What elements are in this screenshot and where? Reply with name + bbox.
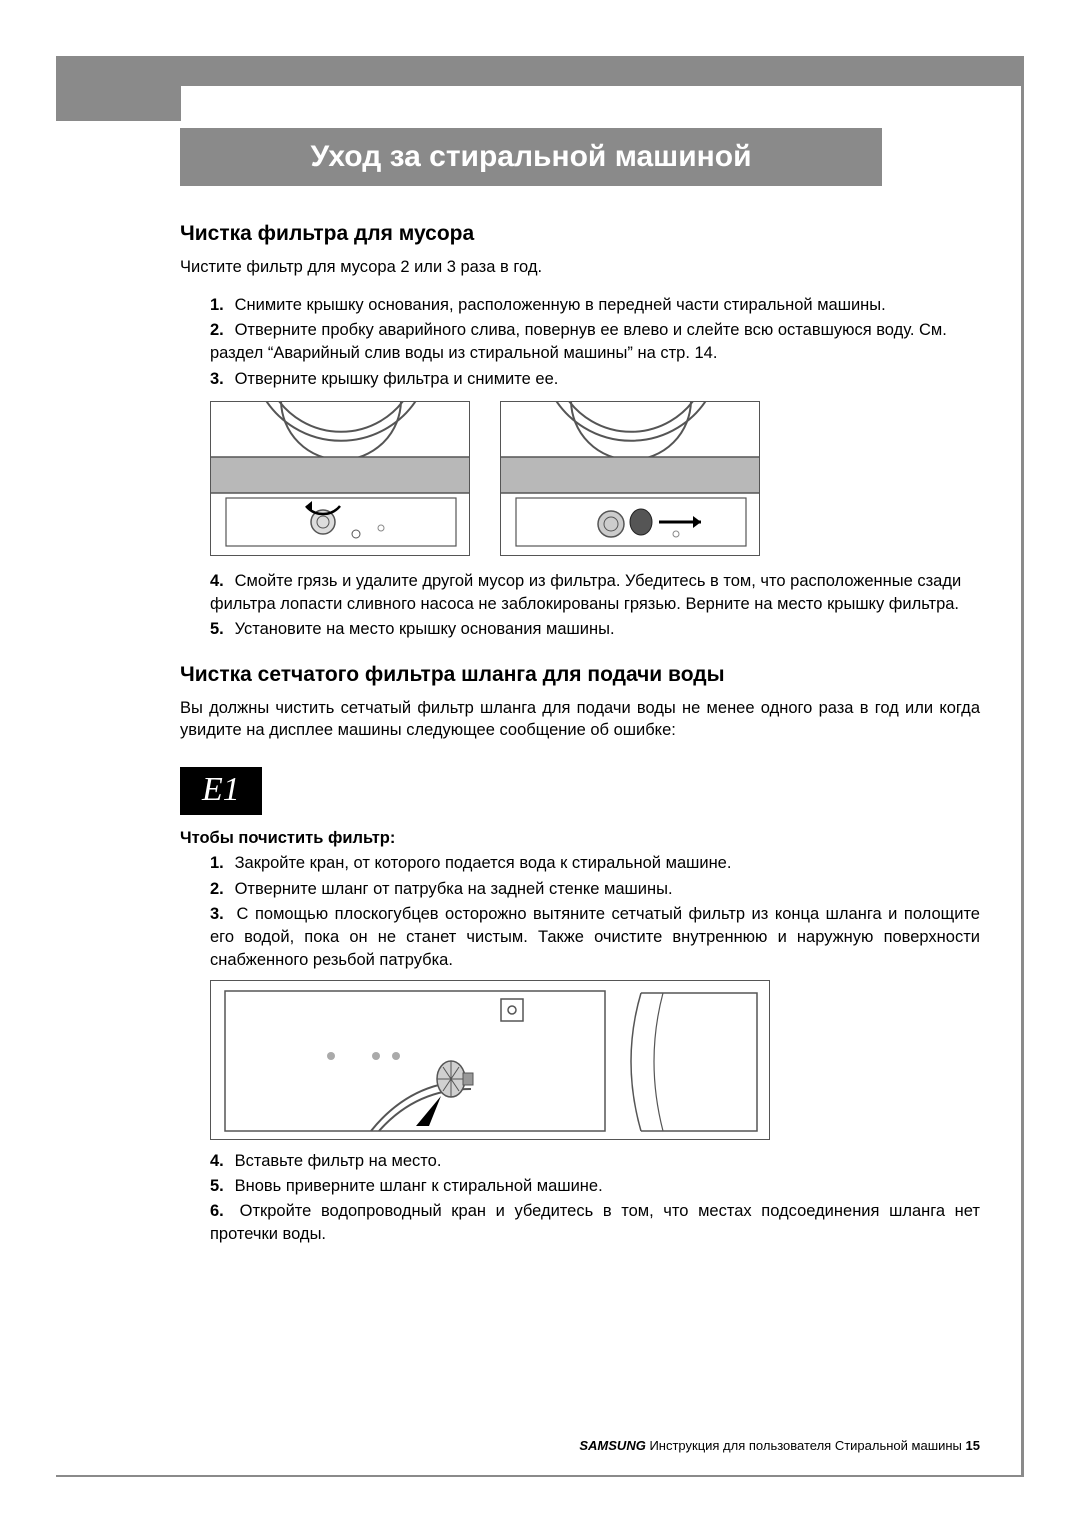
step-text: С помощью плоскогубцев осторожно вытянит… bbox=[210, 905, 980, 969]
footer-page-number: 15 bbox=[966, 1438, 980, 1453]
section2-steps: 1. Закройте кран, от которого подается в… bbox=[180, 852, 980, 971]
list-item: 5. Вновь приверните шланг к стиральной м… bbox=[210, 1175, 980, 1198]
list-item: 3. Отверните крышку фильтра и снимите ее… bbox=[210, 368, 980, 391]
step-text: Отверните шланг от патрубка на задней ст… bbox=[235, 880, 673, 898]
section1-steps-cont: 4. Смойте грязь и удалите другой мусор и… bbox=[180, 570, 980, 641]
section1-heading: Чистка фильтра для мусора bbox=[180, 222, 980, 246]
error-code-badge: E1 bbox=[180, 767, 262, 815]
section2-heading: Чистка сетчатого фильтра шланга для пода… bbox=[180, 663, 980, 687]
footer-brand: SAMSUNG bbox=[579, 1438, 645, 1453]
section2-intro: Вы должны чистить сетчатый фильтр шланга… bbox=[180, 697, 980, 742]
step-text: Снимите крышку основания, расположенную … bbox=[235, 296, 886, 314]
section2: Чистка сетчатого фильтра шланга для пода… bbox=[180, 663, 980, 1246]
list-item: 4. Вставьте фильтр на место. bbox=[210, 1150, 980, 1173]
list-item: 3. С помощью плоскогубцев осторожно вытя… bbox=[210, 903, 980, 972]
decor-top-stripe bbox=[180, 56, 1021, 86]
step-text: Смойте грязь и удалите другой мусор из ф… bbox=[210, 572, 961, 613]
list-item: 1. Закройте кран, от которого подается в… bbox=[210, 852, 980, 875]
list-item: 2. Отверните пробку аварийного слива, по… bbox=[210, 319, 980, 365]
page-footer: SAMSUNG Инструкция для пользователя Стир… bbox=[0, 1438, 980, 1453]
list-item: 4. Смойте грязь и удалите другой мусор и… bbox=[210, 570, 980, 616]
section1-figures bbox=[210, 401, 980, 556]
step-text: Установите на место крышку основания маш… bbox=[235, 620, 615, 638]
list-item: 6. Откройте водопроводный кран и убедите… bbox=[210, 1200, 980, 1246]
figure-filter-remove bbox=[500, 401, 760, 556]
error-code-text: E1 bbox=[202, 771, 240, 808]
section1-intro: Чистите фильтр для мусора 2 или 3 раза в… bbox=[180, 256, 980, 278]
content-area: Чистка фильтра для мусора Чистите фильтр… bbox=[180, 222, 980, 1248]
step-text: Откройте водопроводный кран и убедитесь … bbox=[210, 1202, 980, 1243]
list-item: 1. Снимите крышку основания, расположенн… bbox=[210, 294, 980, 317]
list-item: 5. Установите на место крышку основания … bbox=[210, 618, 980, 641]
figure-rear-inlet bbox=[210, 980, 770, 1140]
figure-filter-unscrew bbox=[210, 401, 470, 556]
step-text: Вставьте фильтр на место. bbox=[235, 1152, 442, 1170]
list-item: 2. Отверните шланг от патрубка на задней… bbox=[210, 878, 980, 901]
step-text: Закройте кран, от которого подается вода… bbox=[235, 854, 732, 872]
section1-steps: 1. Снимите крышку основания, расположенн… bbox=[180, 294, 980, 390]
page-title: Уход за стиральной машиной bbox=[310, 140, 751, 174]
section2-subhead: Чтобы почистить фильтр: bbox=[180, 829, 980, 848]
decor-top-left-block bbox=[56, 56, 181, 121]
page-title-band: Уход за стиральной машиной bbox=[180, 128, 882, 186]
step-text: Отверните крышку фильтра и снимите ее. bbox=[235, 370, 559, 388]
section2-steps-cont: 4. Вставьте фильтр на место. 5. Вновь пр… bbox=[180, 1150, 980, 1246]
step-text: Вновь приверните шланг к стиральной маши… bbox=[235, 1177, 603, 1195]
step-text: Отверните пробку аварийного слива, повер… bbox=[210, 321, 947, 362]
footer-text: Инструкция для пользователя Стиральной м… bbox=[649, 1438, 961, 1453]
